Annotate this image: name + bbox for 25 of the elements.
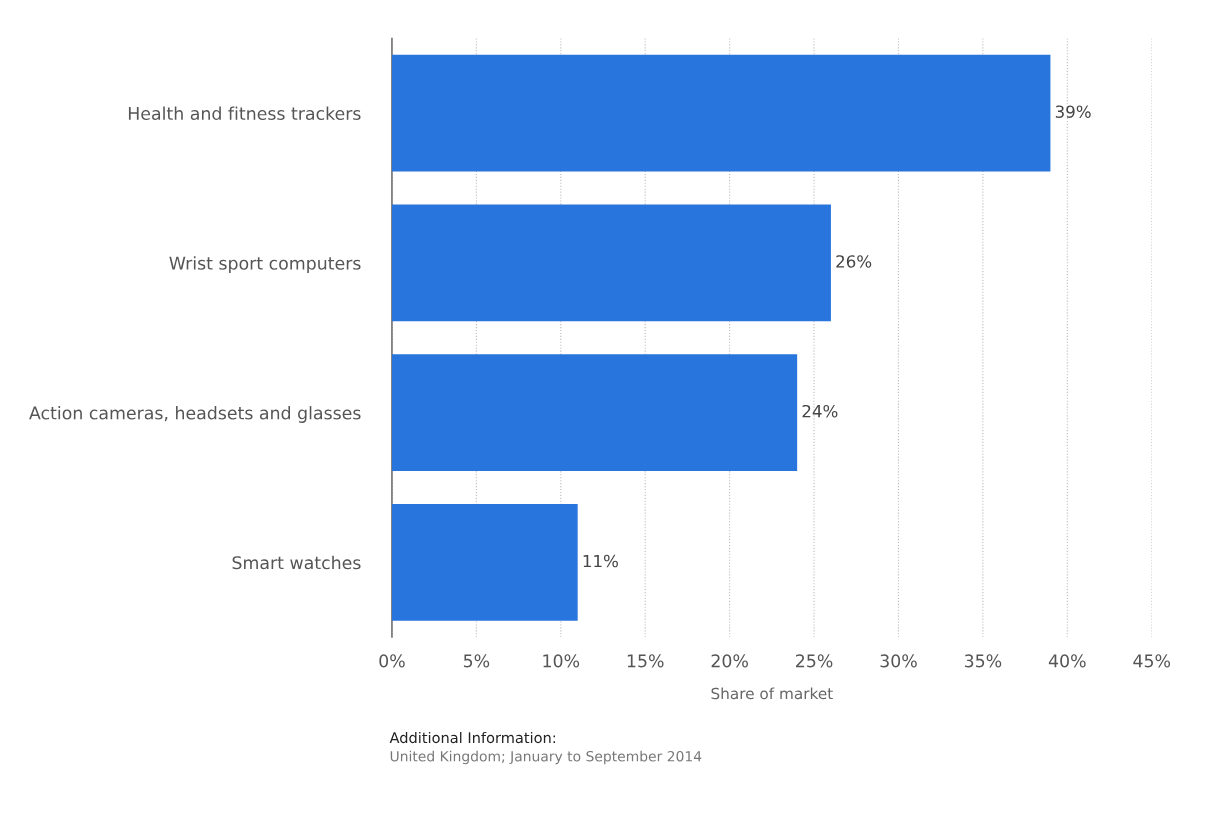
data-label: 26% <box>836 255 872 268</box>
bar <box>391 354 798 472</box>
y-tick-label: Wrist sport computers <box>169 256 361 274</box>
data-label: 39% <box>1055 105 1091 118</box>
x-tick-label: 5% <box>463 654 490 668</box>
y-tick-label: Health and fitness trackers <box>128 106 361 120</box>
x-tick-label: 0% <box>379 654 405 668</box>
x-tick-label: 45% <box>1133 654 1171 668</box>
x-tick-label: 15% <box>627 654 664 668</box>
x-tick-label: 20% <box>711 654 748 668</box>
data-label: 24% <box>802 404 838 418</box>
data-label: 11% <box>583 554 618 568</box>
text: United Kingdom; January to September 2014 <box>390 750 702 765</box>
text: Additional Information: <box>389 731 556 744</box>
bar <box>391 504 578 621</box>
x-tick-label: 10% <box>543 654 580 668</box>
y-tick-label: Smart watches <box>232 555 361 570</box>
x-tick-label: 25% <box>796 654 833 668</box>
x-tick-label: 30% <box>880 654 917 668</box>
bar <box>391 54 1051 172</box>
x-tick-label: 35% <box>964 654 1002 668</box>
x-axis-title: Share of market <box>711 687 833 700</box>
bar <box>391 204 831 322</box>
x-tick-label: 40% <box>1048 654 1086 668</box>
y-tick-label: Action cameras, headsets and glasses <box>29 406 361 423</box>
